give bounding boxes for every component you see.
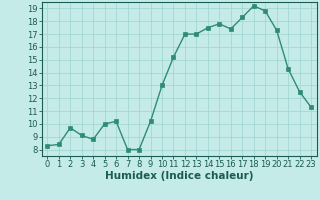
X-axis label: Humidex (Indice chaleur): Humidex (Indice chaleur) [105,171,253,181]
